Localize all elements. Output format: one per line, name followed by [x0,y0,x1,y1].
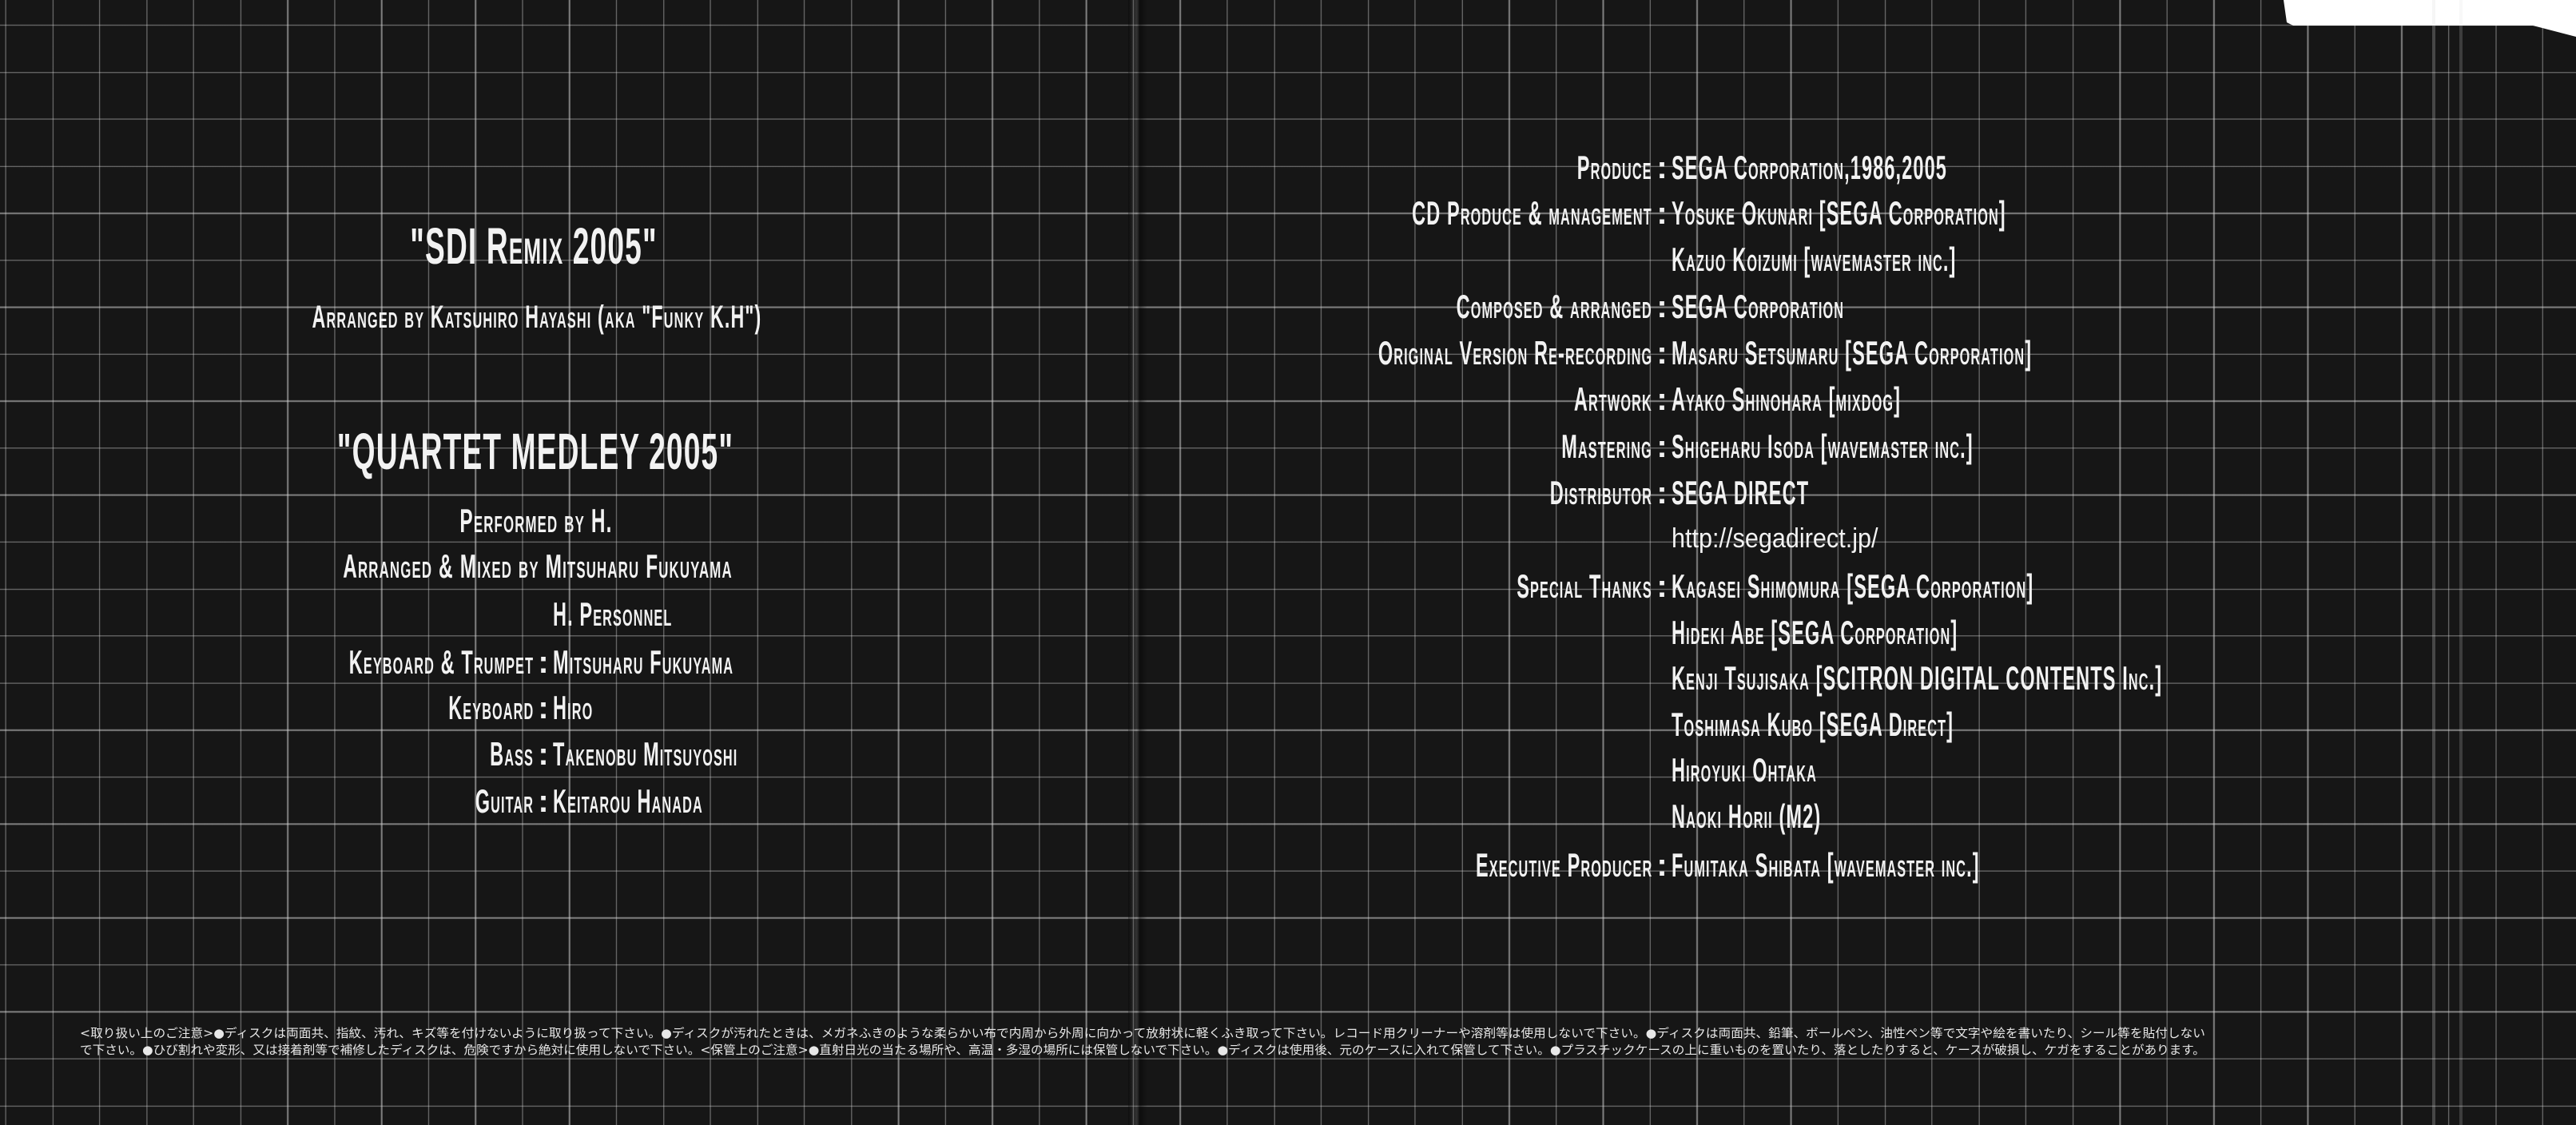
credit-value: Mitsuharu Fukuyama [553,643,734,681]
credit-separator: : [1656,150,1668,185]
credit-separator: : [1656,289,1668,324]
handling-notes-line-2: で下さい。●ひび割れや変形、又は接着剤等で補修したディスクは、危険ですから絶対に… [80,1043,2205,1057]
credit-label: Keyboard [447,689,534,726]
credit-separator: : [538,690,549,725]
credit-label: Mastering [1561,427,1652,465]
credit-separator: : [538,784,549,819]
credit-value: Kenji Tsujisaka [SCITRON DIGITAL CONTENT… [1672,659,2163,697]
credit-separator: : [1656,382,1668,417]
track-title-quartet-medley: "QUARTET MEDLEY 2005" [336,423,734,480]
credit-separator: : [1656,429,1668,464]
credit-label: Artwork [1574,380,1652,418]
credit-value: Yosuke Okunari [SEGA Corporation] [1672,194,2006,232]
credit-value: Fumitaka Shibata [wavemaster inc.] [1672,846,1980,884]
handling-notes-line-1: <取り扱い上のご注意>●ディスクは両面共、指紋、汚れ、キズ等を付けないように取り… [80,1026,2205,1040]
credit-separator: : [538,737,549,772]
credit-separator: : [1656,475,1668,511]
credit-label: Executive Producer [1475,846,1652,884]
credit-label: Produce [1577,149,1652,186]
crease-mark [2459,0,2463,1125]
credit-value: SEGA Corporation [1672,288,1845,325]
credit-value: SEGA Corporation,1986,2005 [1672,149,1948,186]
credit-separator: : [1656,196,1668,231]
credit-value: Kagasei Shimomura [SEGA Corporation] [1672,567,2034,605]
credit-value: SEGA DIRECT [1672,474,1810,511]
credit-value: Naoki Horii (M2) [1672,797,1822,835]
performer-credit: Performed by H. [459,502,613,539]
credit-separator: : [538,645,549,680]
credit-label: Guitar [475,782,534,820]
credit-label: Special Thanks [1517,567,1652,605]
credit-value: Keitarou Hanada [553,782,703,820]
credit-value: Ayako Shinohara [mixdog] [1672,380,1902,418]
credit-value: Toshimasa Kubo [SEGA Direct] [1672,706,1954,743]
credit-value: Hiro [553,689,594,726]
credit-label: Composed & arranged [1456,288,1652,325]
credit-value: Shigeharu Isoda [wavemaster inc.] [1672,427,1974,465]
track-title-sdi-remix: "SDI Remix 2005" [410,217,658,275]
credit-value: Takenobu Mitsuyoshi [553,735,738,773]
credit-separator: : [1656,569,1668,604]
credit-label: CD Produce & management [1412,194,1652,232]
credit-value: Masaru Setsumaru [SEGA Corporation] [1672,334,2033,372]
credit-value: Hideki Abe [SEGA Corporation] [1672,614,1958,651]
credit-separator: : [1656,848,1668,883]
arranged-mixed-credit: Arranged & Mixed by Mitsuharu Fukuyama [343,547,733,585]
crease-mark [2432,0,2435,1125]
credit-separator: : [1656,336,1668,371]
credit-url: http://segadirect.jp/ [1672,523,1878,554]
credit-value: H. Personnel [553,595,673,633]
credit-value: Kazuo Koizumi [wavemaster inc.] [1672,241,1957,278]
credit-value: Hiroyuki Ohtaka [1672,751,1817,789]
arranger-credit: Arranged by Katsuhiro Hayashi (aka "Funk… [312,300,762,335]
credit-label: Bass [490,735,534,773]
credit-label: Distributor [1549,474,1652,511]
credit-label: Keyboard & Trumpet [348,643,534,681]
credit-label: Original Version Re-recording [1377,334,1652,372]
fold-line [1128,0,1147,1125]
